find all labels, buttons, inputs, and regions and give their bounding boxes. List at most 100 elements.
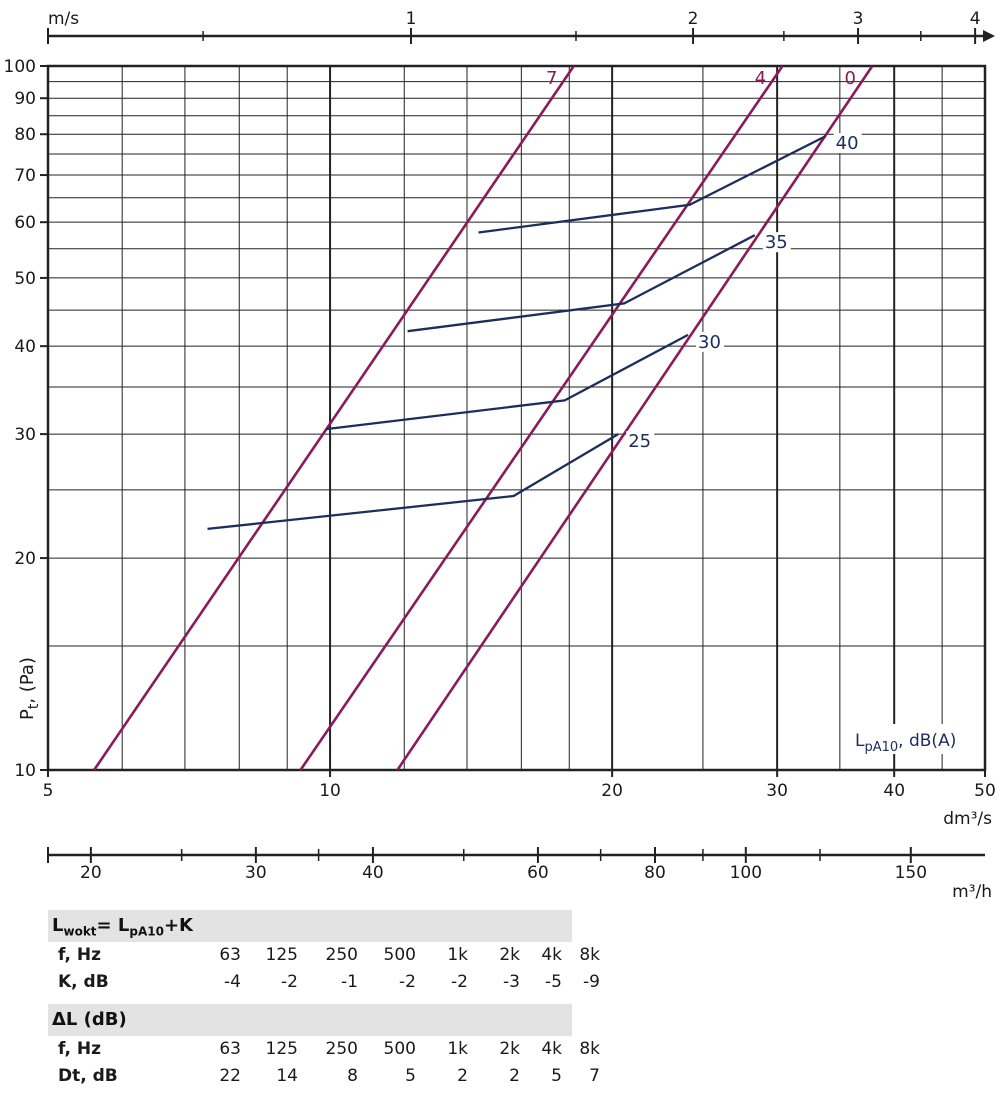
x-tick-label: 10 — [319, 781, 341, 801]
table2-row-frequency: f, Hz 63 125 250 500 1k 2k 4k 8k — [48, 1036, 600, 1063]
bottom2-axis-label: m³/h — [952, 882, 992, 902]
y-tick-label: 40 — [14, 337, 36, 357]
x-axis-label: dm³/s — [943, 809, 992, 829]
annotation-label: LpA10, dB(A) — [855, 731, 956, 755]
table-cell: 2 — [509, 1066, 520, 1086]
series-damper-4 — [299, 65, 784, 771]
bottom2-tick-label: 60 — [527, 863, 549, 883]
table-cell: 125 — [265, 945, 298, 965]
table-cell: 250 — [325, 945, 358, 965]
y-tick-label: 50 — [14, 269, 36, 289]
table-cell: 7 — [589, 1066, 600, 1086]
table-cell: 8k — [579, 1039, 600, 1059]
series-label-bg — [833, 133, 862, 154]
series-noise-25 — [207, 433, 619, 531]
table-cell: 14 — [276, 1066, 298, 1086]
series-label-30: 30 — [698, 332, 721, 353]
y-tick-label: 60 — [14, 213, 36, 233]
y-tick-label: 80 — [14, 125, 36, 145]
table1-title: Lwokt= LpA10+K — [48, 910, 572, 942]
table-cell: -1 — [341, 972, 358, 992]
table-cell: -5 — [545, 972, 562, 992]
table-cell: -4 — [224, 972, 241, 992]
table-cell: 5 — [405, 1066, 416, 1086]
x-tick-label: 5 — [43, 781, 54, 801]
series-label-7: 7 — [546, 68, 557, 89]
table-cell: 63 — [219, 945, 241, 965]
annotation-bg — [850, 724, 972, 754]
series-noise-30 — [325, 333, 689, 431]
row-label: f, Hz — [58, 945, 101, 965]
bottom2-tick-label: 100 — [730, 863, 762, 883]
plot-frame — [46, 64, 987, 772]
top-tick-label: 4 — [970, 9, 981, 29]
table2-row-dt: Dt, dB 22 14 8 5 2 2 5 7 — [48, 1063, 600, 1090]
y-tick-label: 30 — [14, 425, 36, 445]
table-cell: -2 — [451, 972, 468, 992]
top-tick-label: 2 — [688, 9, 699, 29]
table-cell: 4k — [541, 945, 562, 965]
table-cell: 8 — [347, 1066, 358, 1086]
table-cell: 500 — [383, 945, 416, 965]
series-label-bg — [696, 331, 725, 352]
row-label: f, Hz — [58, 1039, 101, 1059]
series-damper-7 — [93, 65, 575, 771]
tables: Lwokt= LpA10+K f, Hz 63 125 250 500 1k 2k 4k 8k … — [48, 910, 600, 1090]
bottom2-tick-label: 20 — [80, 863, 102, 883]
table-cell: 2k — [499, 945, 520, 965]
x-tick-label: 50 — [974, 781, 996, 801]
table-cell: 63 — [219, 1039, 241, 1059]
x-tick-label: 20 — [601, 781, 623, 801]
table-cell: 500 — [383, 1039, 416, 1059]
top-axis-velocity: 1 2 3 4 m/s — [47, 9, 995, 44]
series-label-4: 4 — [755, 68, 766, 89]
table-cell: 1k — [447, 945, 468, 965]
bottom2-tick-label: 40 — [362, 863, 384, 883]
series-label-bg — [762, 232, 791, 253]
bottom2-tick-label: 150 — [895, 863, 927, 883]
bottom-axis-m3h: 20 30 40 60 80 100 150 m³/h — [47, 847, 992, 902]
table-cell: 2 — [457, 1066, 468, 1086]
series-noise-40 — [478, 135, 827, 234]
y-axis-label: Pt, (Pa) — [17, 657, 42, 720]
table-cell: 125 — [265, 1039, 298, 1059]
series-label-25: 25 — [628, 431, 651, 452]
bottom2-tick-label: 80 — [644, 863, 666, 883]
table-cell: -2 — [399, 972, 416, 992]
table2-title: ΔL (dB) — [48, 1004, 572, 1036]
table1-row-frequency: f, Hz 63 125 250 500 1k 2k 4k 8k — [48, 942, 600, 969]
table-cell: 4k — [541, 1039, 562, 1059]
bottom2-tick-label: 30 — [245, 863, 267, 883]
table1-row-k: K, dB -4 -2 -1 -2 -2 -3 -5 -9 — [48, 969, 600, 996]
top-axis-arrow — [983, 30, 995, 42]
series-label-40: 40 — [836, 133, 859, 154]
series-label-35: 35 — [765, 232, 788, 253]
y-tick-label: 100 — [4, 57, 36, 77]
series-damper-0 — [396, 65, 874, 771]
x-tick-label: 30 — [766, 781, 788, 801]
y-tick-label: 10 — [14, 761, 36, 781]
row-label: Dt, dB — [58, 1066, 118, 1086]
grid — [40, 64, 987, 777]
x-tick-label: 40 — [883, 781, 905, 801]
table-cell: 2k — [499, 1039, 520, 1059]
series-label-0: 0 — [845, 68, 856, 89]
table-cell: 1k — [447, 1039, 468, 1059]
top-tick-label: 1 — [406, 9, 417, 29]
y-tick-label: 70 — [14, 166, 36, 186]
table-cell: 250 — [325, 1039, 358, 1059]
table-cell: -2 — [281, 972, 298, 992]
y-tick-label: 20 — [14, 549, 36, 569]
top-tick-label: 3 — [853, 9, 864, 29]
table-cell: -9 — [583, 972, 600, 992]
y-tick-label: 90 — [14, 89, 36, 109]
series-label-bg — [626, 431, 655, 452]
row-label: K, dB — [58, 972, 109, 992]
top-axis-label: m/s — [48, 9, 79, 29]
series-noise-35 — [407, 234, 756, 333]
table-cell: 8k — [579, 945, 600, 965]
table-cell: -3 — [503, 972, 520, 992]
